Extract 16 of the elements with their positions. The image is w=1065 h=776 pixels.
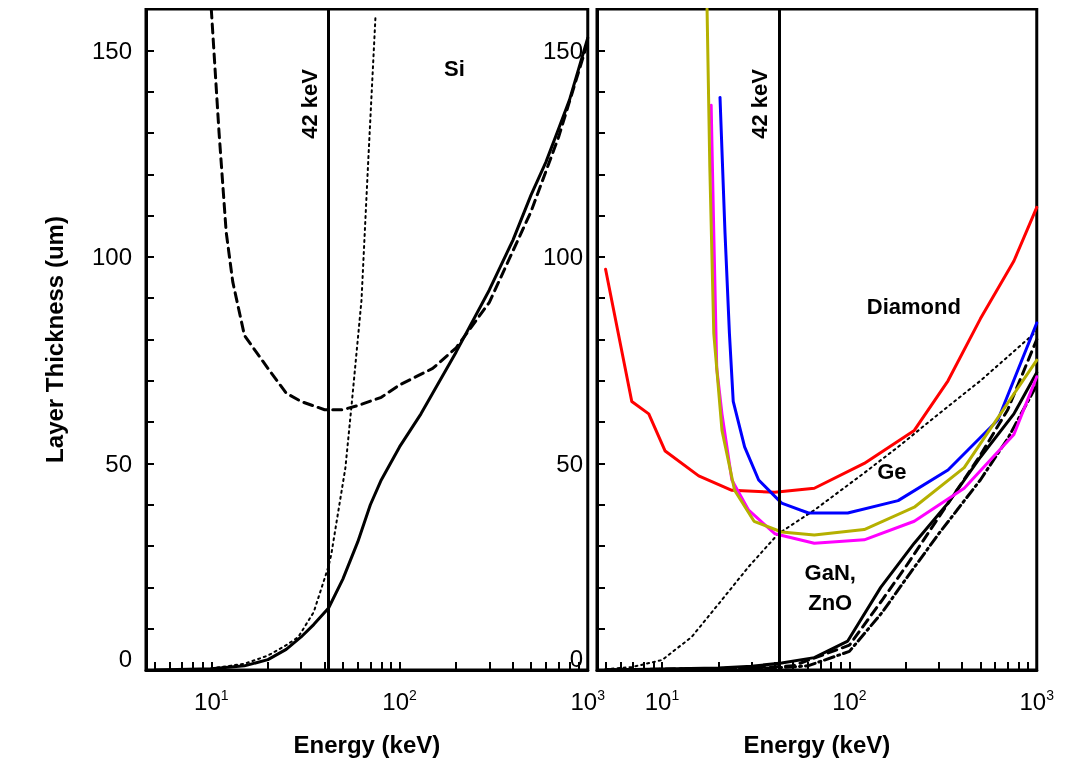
ref-line-label: 42 keV: [297, 68, 323, 139]
y-tick-label: 150: [91, 36, 132, 64]
x-axis-title: Energy (keV): [743, 730, 891, 758]
y-tick-label: 50: [556, 449, 583, 477]
y-tick-label: 100: [542, 243, 583, 271]
x-axis-title: Energy (keV): [293, 730, 441, 758]
y-tick-label: 100: [91, 243, 132, 271]
annotation: Ge: [877, 459, 907, 485]
y-tick-label: 0: [118, 644, 132, 672]
annotation: GaN, ZnO: [804, 559, 856, 615]
y-axis-title: Layer Thickness (um): [40, 216, 68, 463]
y-tick-label: 50: [105, 449, 132, 477]
annotation: Diamond: [866, 293, 961, 319]
annotation: Si: [444, 55, 465, 81]
ref-line-label: 42 keV: [747, 68, 773, 139]
y-tick-label: 150: [542, 36, 583, 64]
